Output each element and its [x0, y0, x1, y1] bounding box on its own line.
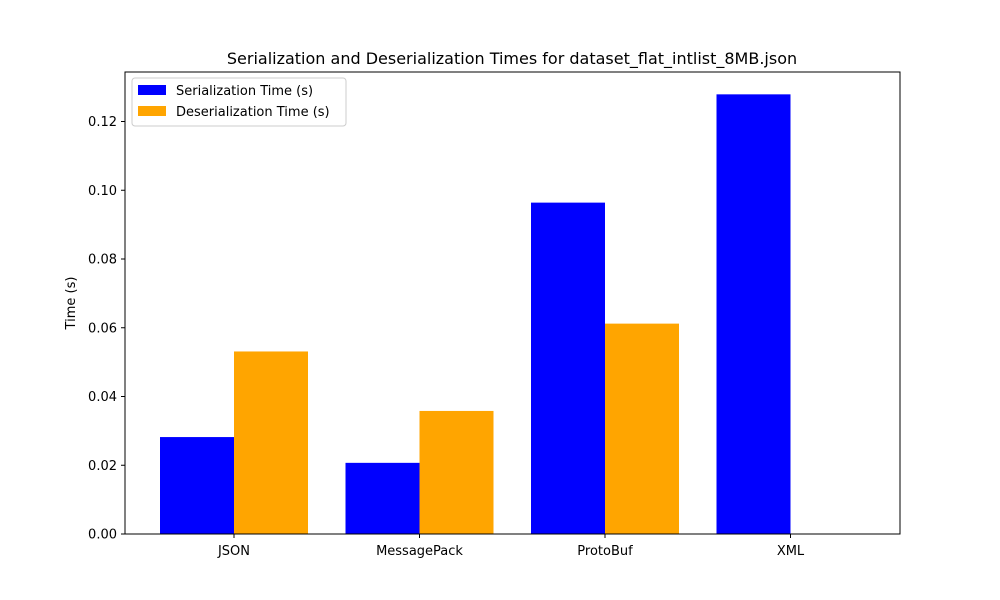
x-axis: JSON MessagePack ProtoBuf XML [217, 534, 805, 559]
x-tick-label: ProtoBuf [577, 544, 633, 559]
y-tick-label: 0.08 [88, 253, 117, 268]
chart-title: Serialization and Deserialization Times … [227, 49, 797, 69]
y-tick-label: 0.00 [88, 528, 117, 543]
x-tick-label: XML [777, 544, 805, 559]
plot-area-frame [124, 71, 901, 535]
legend-box [131, 77, 347, 127]
y-axis: 0.00 0.02 0.04 0.06 0.08 0.10 0.12 [88, 115, 125, 543]
x-tick-label: MessagePack [376, 544, 463, 559]
bar-deserialization-json [234, 351, 308, 534]
y-tick-label: 0.06 [88, 321, 117, 336]
bar-deserialization-messagepack [419, 410, 494, 534]
legend-label: Serialization Time (s) [176, 84, 313, 99]
legend-swatch [138, 85, 166, 95]
y-axis-title: Time (s) [64, 277, 79, 331]
bars-group [160, 94, 791, 534]
x-tick-label: JSON [217, 544, 250, 559]
bar-serialization-protobuf [531, 202, 605, 534]
legend-label: Deserialization Time (s) [176, 105, 330, 120]
y-tick-label: 0.12 [88, 115, 117, 130]
bar-serialization-messagepack [345, 462, 420, 534]
bar-serialization-json [160, 437, 234, 534]
legend-swatch [138, 106, 166, 116]
legend: Serialization Time (s) Deserialization Ti… [131, 77, 347, 127]
y-tick-label: 0.04 [88, 390, 117, 405]
bar-serialization-xml [716, 94, 791, 534]
y-tick-label: 0.02 [88, 459, 117, 474]
bar-deserialization-protobuf [605, 323, 679, 534]
y-tick-label: 0.10 [88, 184, 117, 199]
